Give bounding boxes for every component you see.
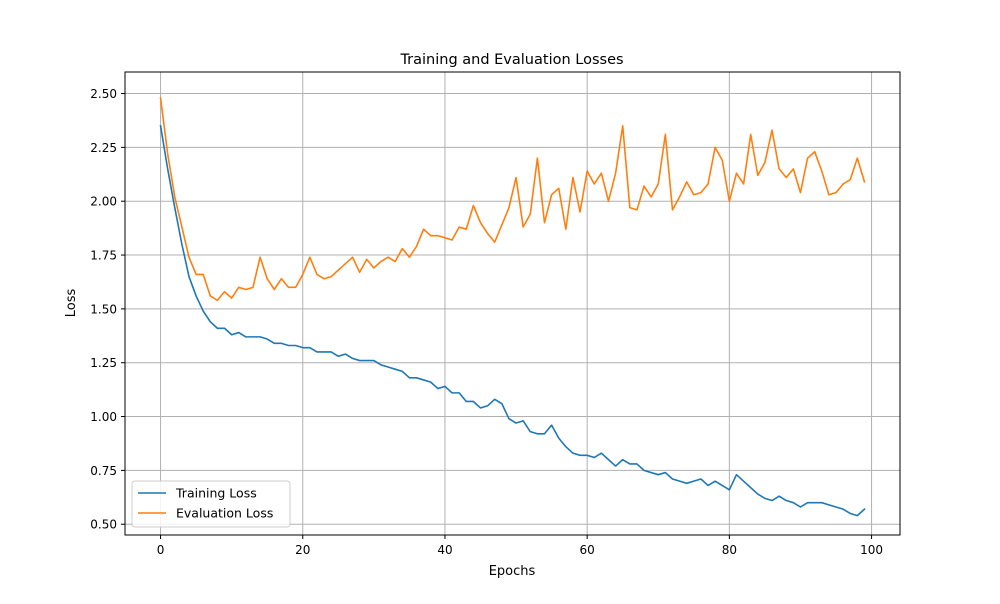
y-tick-label: 2.50 — [90, 87, 117, 101]
y-tick-label: 2.00 — [90, 195, 117, 209]
axis-ticks: 0 20 40 60 80 100 0.50 0.75 1.00 1.25 1.50 1.75 2.00… — [90, 87, 883, 557]
series-lines — [159, 96, 866, 517]
x-tick-label: 100 — [860, 543, 883, 557]
legend-label: Training Loss — [175, 486, 257, 501]
y-tick-label: 0.75 — [90, 464, 117, 478]
y-axis-label: Loss — [64, 289, 79, 318]
series-line-training-loss — [159, 124, 866, 517]
x-axis-label: Epochs — [489, 564, 536, 579]
y-tick-label: 2.25 — [90, 141, 117, 155]
y-tick-label: 1.75 — [90, 249, 117, 263]
x-tick-label: 0 — [157, 543, 165, 557]
grid — [125, 72, 900, 535]
legend-box — [131, 480, 291, 528]
chart-title: Training and Evaluation Losses — [399, 52, 623, 68]
x-tick-label: 40 — [437, 543, 452, 557]
y-tick-label: 1.50 — [90, 302, 117, 316]
series-line-evaluation-loss — [159, 96, 866, 302]
y-tick-label: 1.00 — [90, 410, 117, 424]
plot-frame — [124, 71, 901, 536]
x-tick-label: 60 — [580, 543, 595, 557]
x-tick-label: 80 — [722, 543, 737, 557]
y-tick-label: 1.25 — [90, 356, 117, 370]
legend: Training Loss Evaluation Loss — [131, 480, 291, 528]
x-tick-label: 20 — [295, 543, 310, 557]
legend-label: Evaluation Loss — [176, 506, 273, 521]
y-tick-label: 0.50 — [90, 518, 117, 532]
